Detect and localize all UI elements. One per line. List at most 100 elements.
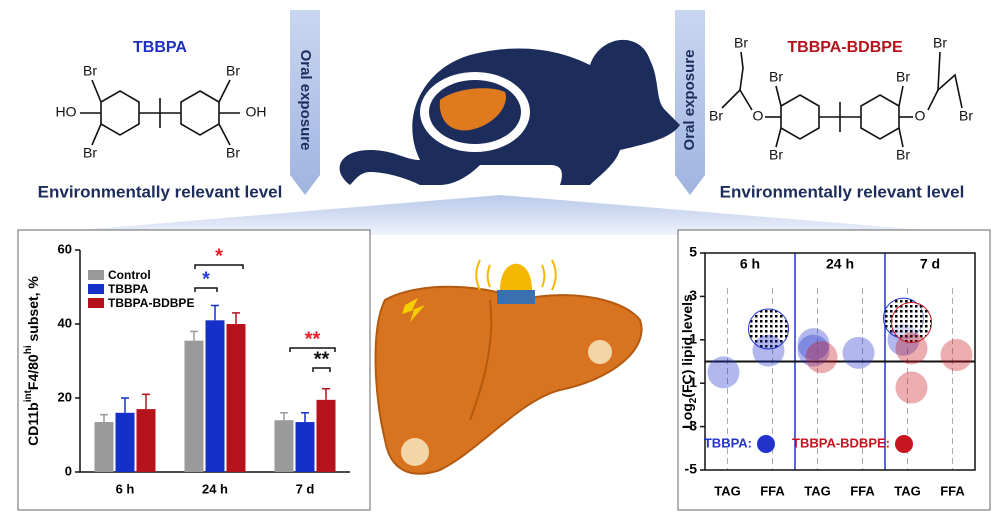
atom: Br	[769, 69, 783, 85]
bubble	[797, 334, 830, 367]
bar	[226, 324, 246, 472]
y-tick-label: 20	[58, 389, 72, 404]
y-tick-label: 60	[58, 241, 72, 256]
legend-marker	[757, 435, 775, 453]
group-label: 7 d	[920, 256, 940, 272]
bar	[115, 412, 135, 472]
y-axis-label: Log2(FC) lipid levels	[679, 294, 699, 429]
label-part: Log	[679, 403, 695, 429]
atom: Br	[933, 35, 947, 51]
group-label: 6 h	[740, 256, 760, 272]
y-tick-label: 5	[689, 244, 697, 260]
bar	[205, 320, 225, 472]
bubble	[940, 338, 973, 371]
bar	[316, 399, 336, 472]
liver-illustration	[374, 259, 643, 475]
significance-bracket	[312, 367, 331, 372]
legend-label: TBBPA-BDBPE:	[792, 435, 890, 450]
y-tick-label: -1	[685, 374, 698, 390]
arrow-label: Oral exposure	[297, 50, 314, 151]
label-part: subset, %	[25, 276, 41, 346]
y-tick-label: -3	[685, 417, 698, 433]
mouse	[339, 39, 680, 185]
arrow	[675, 10, 705, 195]
bubble	[842, 336, 875, 369]
axes	[79, 250, 350, 473]
caption: Environmentally relevant level	[38, 182, 283, 201]
bar	[274, 420, 294, 472]
x-tick-label: 24 h	[202, 481, 228, 496]
structure	[80, 79, 240, 146]
y-tick-label: 40	[58, 315, 72, 330]
bubble	[891, 301, 932, 343]
compound-name: TBBPA-BDBPE	[787, 39, 903, 56]
x-tick-label: FFA	[760, 483, 785, 498]
label-part: hi	[23, 345, 34, 354]
label-part: (FC) lipid levels	[679, 294, 695, 398]
structure	[721, 51, 963, 148]
atom: Br	[734, 35, 748, 51]
significance-bracket	[289, 347, 336, 352]
label-part: F4/80	[25, 354, 41, 390]
x-tick-label: FFA	[850, 483, 875, 498]
legend-swatch	[88, 298, 104, 308]
label-part: 2	[688, 397, 699, 403]
atom: Br	[226, 63, 240, 79]
label-part: CD11b	[25, 402, 41, 446]
atom: Br	[959, 108, 973, 124]
arrow	[290, 10, 320, 195]
y-tick-label: 3	[689, 287, 697, 303]
legend-swatch	[88, 284, 104, 294]
label-part: int	[23, 389, 34, 402]
compound-name: TBBPA	[133, 39, 187, 56]
group-label: 24 h	[826, 256, 854, 272]
legend-label: TBBPA:	[704, 435, 752, 450]
y-tick-label: 1	[689, 331, 697, 347]
bubble	[752, 334, 785, 367]
atom: Br	[83, 145, 97, 161]
axes	[704, 252, 976, 471]
x-tick-label: FFA	[940, 483, 965, 498]
arrow-label: Oral exposure	[681, 50, 698, 151]
x-tick-label: 6 h	[116, 481, 135, 496]
bar	[295, 422, 315, 472]
significance-bracket	[194, 287, 218, 292]
caption: Environmentally relevant level	[720, 182, 965, 201]
bubble	[707, 356, 740, 389]
bar	[184, 340, 204, 472]
panel	[677, 229, 991, 511]
bubble	[805, 341, 838, 374]
atom: Br	[896, 147, 910, 163]
significance-bracket	[194, 264, 244, 269]
y-tick-label: 0	[65, 463, 72, 478]
bar	[136, 409, 156, 472]
bubble	[748, 308, 789, 350]
y-tick-label: -5	[685, 461, 698, 477]
legend-label: Control	[108, 268, 151, 282]
bar	[94, 422, 114, 472]
significance-label: **	[314, 348, 330, 370]
x-tick-label: TAG	[804, 483, 830, 498]
bubble	[895, 332, 928, 365]
atom: O	[753, 108, 764, 124]
atom: Br	[83, 63, 97, 79]
atom: Br	[896, 69, 910, 85]
atom: Br	[709, 108, 723, 124]
bubble	[797, 328, 830, 361]
atom: OH	[246, 104, 267, 120]
atom: Br	[769, 147, 783, 163]
legend-swatch	[88, 270, 104, 280]
significance-label: *	[215, 245, 223, 267]
x-tick-label: TAG	[714, 483, 740, 498]
x-tick-label: TAG	[894, 483, 920, 498]
spotlight	[20, 195, 985, 235]
atom: O	[915, 108, 926, 124]
legend-label: TBBPA	[108, 282, 149, 296]
atom: Br	[226, 145, 240, 161]
significance-label: **	[305, 328, 321, 350]
significance-label: *	[202, 268, 210, 290]
bubble	[895, 371, 928, 404]
x-tick-label: 7 d	[296, 481, 315, 496]
atom: HO	[56, 104, 77, 120]
